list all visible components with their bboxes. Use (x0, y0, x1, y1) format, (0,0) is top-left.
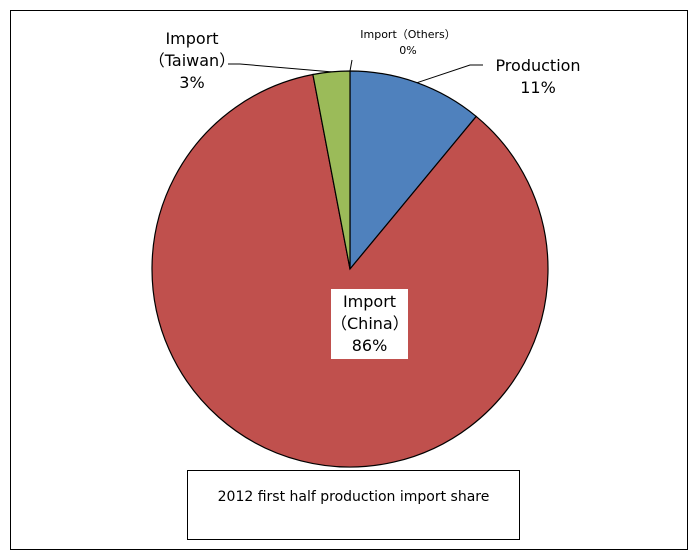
slice-label-import-taiwan: Import （Taiwan） 3% (137, 28, 247, 94)
slice-label-percent: 3% (179, 73, 205, 92)
leader-lines (228, 59, 483, 84)
chart-title: 2012 first half production import share (217, 489, 490, 505)
slice-label-name: Production (495, 56, 581, 75)
slice-label-percent: 86% (351, 336, 388, 355)
pie-chart (151, 59, 549, 468)
slice-label-name: Import（Others） (360, 28, 456, 41)
slice-label-name-line2: （China） (331, 314, 409, 333)
slice-label-percent: 0% (399, 44, 417, 57)
slice-label-production: Production 11% (483, 55, 593, 99)
slice-label-import-china: Import （China） 86% (331, 289, 409, 359)
pie-slices (151, 70, 549, 468)
slice-label-percent: 11% (520, 78, 556, 97)
slice-label-name: Import (165, 29, 219, 48)
leader-line-taiwan (228, 63, 332, 73)
slice-label-name-line2: （Taiwan） (148, 51, 236, 70)
slice-label-name: Import (342, 292, 397, 311)
pie-slice-1 (151, 73, 549, 468)
slice-label-import-others: Import（Others） 0% (350, 27, 466, 59)
chart-title-box: 2012 first half production import share (187, 470, 520, 540)
leader-line-production (416, 64, 483, 84)
leader-line-others (349, 59, 353, 72)
